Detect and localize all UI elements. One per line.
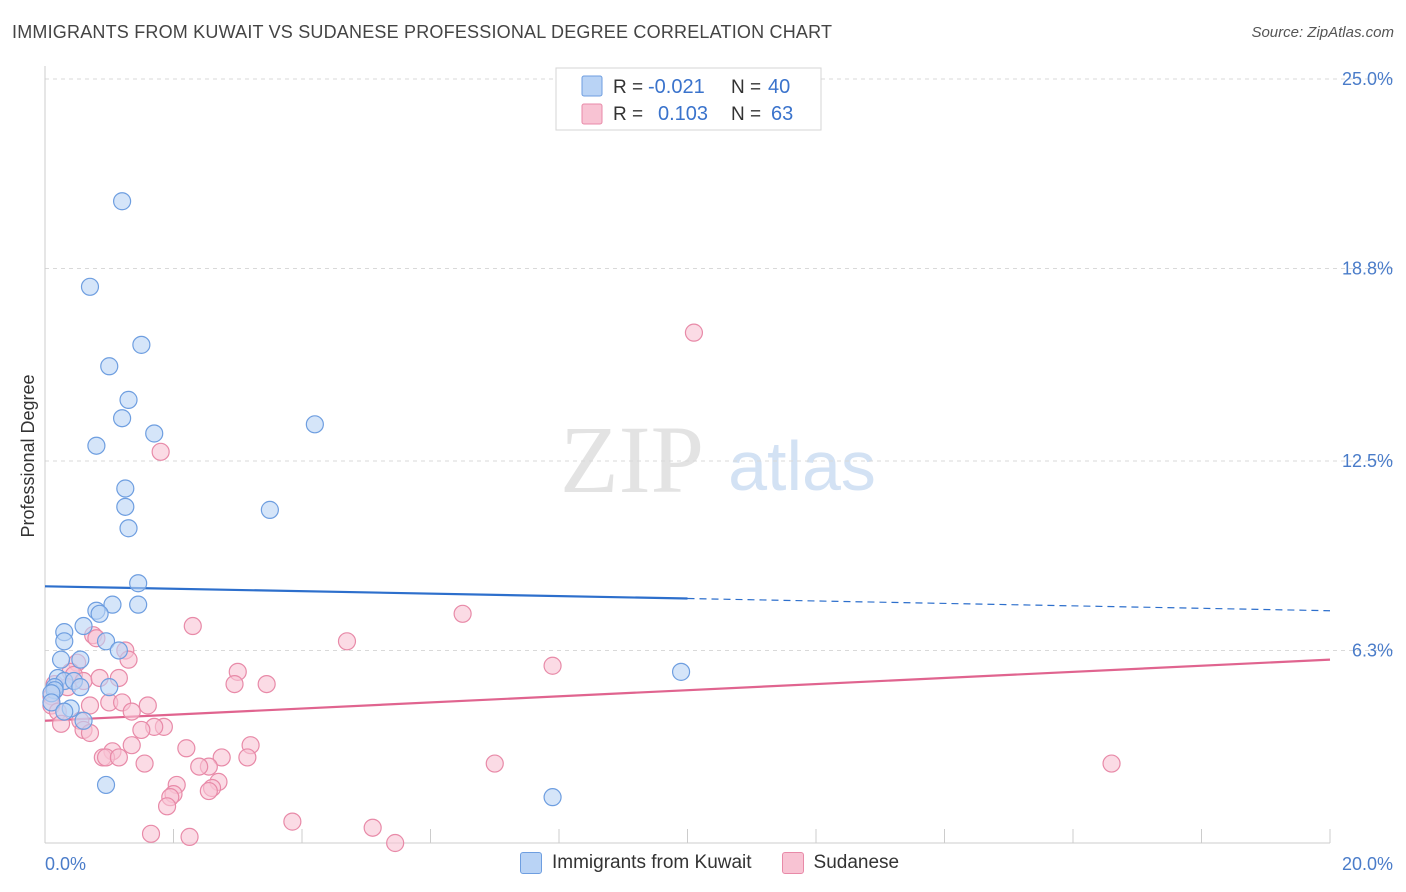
point-kuwait [71, 678, 90, 697]
point-kuwait [109, 641, 128, 660]
point-sudanese [257, 674, 276, 694]
point-sudanese [283, 812, 302, 831]
point-sudanese [177, 739, 196, 758]
point-sudanese [485, 754, 504, 773]
legend-label-sudanese: Sudanese [813, 852, 900, 873]
point-kuwait [100, 678, 119, 697]
point-kuwait [80, 277, 100, 296]
point-sudanese [80, 696, 100, 715]
legend-swatch-kuwait [520, 852, 542, 874]
legend-n-label: N = [731, 77, 761, 98]
point-sudanese [180, 827, 199, 846]
point-kuwait [543, 788, 562, 807]
tick-labels: 6.3% 12.5% 18.8% 25.0% 0.0% 20.0% [45, 69, 1393, 874]
y-tick-label: 6.3% [1352, 640, 1393, 660]
point-sudanese [684, 323, 704, 342]
legend-item-sudanese[interactable]: Sudanese [781, 852, 900, 874]
legend-label-kuwait: Immigrants from Kuwait [552, 852, 752, 873]
point-kuwait [129, 574, 148, 593]
point-sudanese [132, 720, 151, 740]
point-kuwait [671, 662, 691, 681]
point-kuwait [119, 519, 138, 538]
x-tick-label: 0.0% [45, 854, 86, 874]
point-kuwait [71, 650, 90, 669]
point-sudanese [141, 824, 161, 843]
point-kuwait [74, 711, 93, 730]
trend-line-kuwait [44, 585, 688, 600]
point-sudanese [122, 736, 141, 755]
y-tick-label: 12.5% [1342, 451, 1393, 471]
point-kuwait [132, 335, 151, 354]
point-sudanese [363, 818, 382, 837]
legend-swatch-sudanese [781, 852, 804, 874]
legend: R = -0.021 N = 40 R = 0.103 N = 63 [555, 67, 822, 131]
point-kuwait [116, 497, 135, 516]
axes [44, 66, 1331, 844]
legend-r-value: -0.021 [648, 76, 705, 98]
point-kuwait [42, 693, 61, 712]
legend-n-label: N = [731, 104, 761, 125]
point-sudanese [199, 781, 218, 801]
point-sudanese [212, 748, 231, 767]
point-kuwait [119, 390, 138, 409]
point-kuwait [55, 702, 74, 721]
legend-n-value: 40 [768, 76, 790, 98]
point-sudanese [190, 757, 209, 776]
point-sudanese [453, 604, 472, 623]
point-kuwait [87, 436, 106, 455]
point-sudanese [109, 748, 128, 767]
point-kuwait [96, 632, 116, 651]
point-sudanese [543, 656, 562, 675]
trend-line-sudanese [44, 658, 1331, 722]
point-sudanese [138, 696, 157, 715]
watermark-atlas: atlas [728, 427, 876, 505]
point-sudanese [157, 797, 177, 816]
watermark-zip: ZIP [560, 406, 704, 513]
point-sudanese [135, 754, 154, 773]
point-kuwait [103, 595, 122, 614]
y-tick-label: 18.8% [1342, 258, 1393, 278]
point-sudanese [238, 748, 257, 767]
point-kuwait [74, 616, 93, 636]
point-sudanese [183, 616, 202, 636]
x-tick-label: 20.0% [1342, 854, 1393, 874]
point-sudanese [337, 632, 357, 651]
chart-title: IMMIGRANTS FROM KUWAIT VS SUDANESE PROFE… [12, 22, 833, 42]
legend-n-value: 63 [771, 103, 793, 125]
y-axis-label: Professional Degree [18, 374, 38, 537]
point-kuwait [145, 424, 164, 443]
legend-swatch-sudanese [581, 103, 603, 125]
point-kuwait [51, 650, 71, 669]
point-kuwait [100, 357, 119, 376]
point-kuwait [90, 604, 109, 623]
point-kuwait [129, 595, 148, 614]
point-sudanese [151, 442, 170, 461]
point-sudanese [122, 702, 141, 721]
point-sudanese [386, 833, 405, 853]
point-kuwait [55, 632, 74, 651]
bottom-legend: Immigrants from Kuwait Sudanese [520, 852, 899, 874]
point-kuwait [112, 192, 132, 211]
point-kuwait [305, 415, 324, 434]
y-tick-label: 25.0% [1342, 69, 1393, 89]
gridlines [45, 78, 1395, 651]
legend-r-value: 0.103 [658, 103, 708, 125]
source-credit: Source: ZipAtlas.com [1251, 24, 1394, 41]
point-kuwait [112, 409, 132, 428]
legend-swatch-kuwait [581, 75, 603, 97]
trend-lines [44, 585, 1331, 722]
point-kuwait [116, 479, 135, 498]
legend-r-label: R = [613, 104, 643, 125]
point-sudanese [225, 674, 244, 694]
legend-r-label: R = [613, 77, 643, 98]
data-points [42, 192, 1121, 853]
point-sudanese [1102, 754, 1121, 773]
point-kuwait [260, 500, 279, 519]
point-kuwait [96, 775, 116, 795]
legend-item-kuwait[interactable]: Immigrants from Kuwait [520, 852, 752, 874]
trend-line-kuwait-extension [687, 597, 1331, 612]
